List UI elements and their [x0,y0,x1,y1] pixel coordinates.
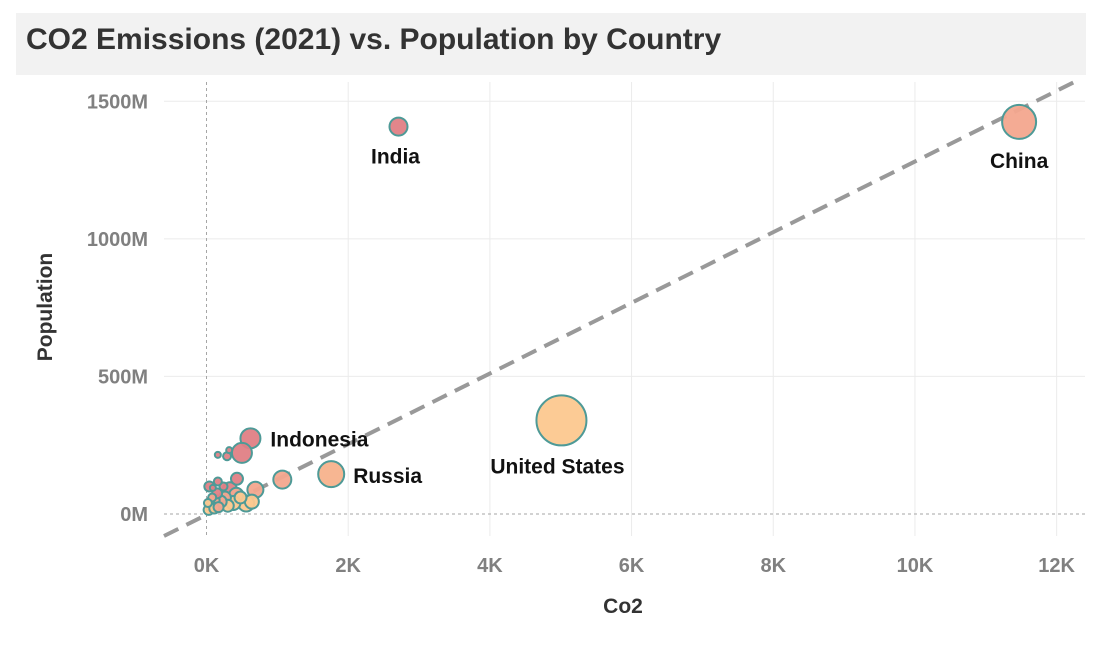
points-layer [202,103,1038,516]
y-tick-label: 0M [120,504,148,526]
data-point [230,441,253,464]
data-point [229,471,244,486]
point-china [1001,103,1038,140]
x-tick-label: 8K [760,555,786,577]
x-axis-title: Co2 [603,595,643,618]
trend-line-layer [163,80,1076,538]
x-tick-label: 0K [194,555,220,577]
x-tick-label: 2K [335,555,361,577]
point-russia [317,460,346,489]
point-united-states [535,394,588,447]
data-point [212,501,225,514]
chart-title: CO2 Emissions (2021) vs. Population by C… [26,23,722,56]
point-label-russia: Russia [353,465,422,488]
title-bar: CO2 Emissions (2021) vs. Population by C… [16,13,1086,75]
data-point [212,476,223,487]
trend-line [163,80,1076,538]
y-axis-title: Population [34,253,57,362]
point-label-indonesia: Indonesia [270,428,368,451]
x-tick-label: 12K [1038,555,1075,577]
data-point [202,497,213,508]
y-tick-label: 500M [98,366,148,388]
grid-layer [164,82,1085,536]
point-label-india: India [371,146,420,169]
x-tick-label: 10K [897,555,934,577]
point-labels-layer: China India United States Russia Indonesia [270,146,1048,489]
x-tick-label: 4K [477,555,503,577]
tick-labels-layer: 0K 2K 4K 6K 8K 10K 12K 0M 500M 1000M 1500M [87,91,1076,577]
point-india [388,116,409,137]
data-point [213,450,222,459]
data-point [233,490,248,505]
y-tick-label: 1000M [87,229,148,251]
point-label-china: China [990,150,1049,173]
point-label-united-states: United States [490,455,624,478]
y-tick-label: 1500M [87,91,148,113]
data-point [225,446,234,455]
data-point [272,469,293,490]
data-point [208,483,217,492]
x-tick-label: 6K [619,555,645,577]
reference-lines [164,82,1085,536]
